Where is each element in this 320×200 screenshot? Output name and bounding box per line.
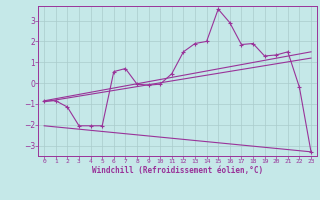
- X-axis label: Windchill (Refroidissement éolien,°C): Windchill (Refroidissement éolien,°C): [92, 166, 263, 175]
